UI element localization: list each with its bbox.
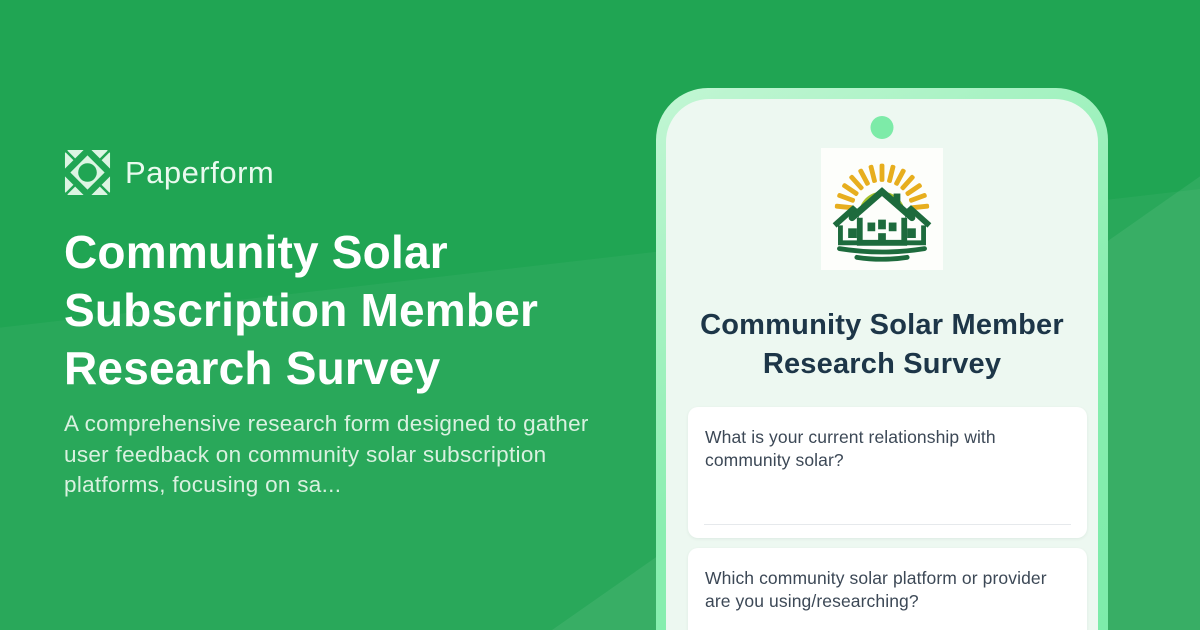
page-description: A comprehensive research form designed t…	[64, 411, 589, 497]
question-text: Which community solar platform or provid…	[705, 568, 1047, 611]
sun-over-houses-icon	[832, 163, 932, 262]
brand-name: Paperform	[125, 154, 275, 190]
brand: Paperform	[64, 149, 274, 196]
phone-screen: Community Solar Member Research Survey W…	[666, 99, 1098, 630]
paperform-logo-icon	[64, 149, 111, 196]
form-logo	[821, 148, 943, 270]
question-text: What is your current relationship with c…	[705, 427, 996, 470]
phone-camera-dot	[870, 116, 894, 139]
question-card-1[interactable]: What is your current relationship with c…	[688, 407, 1087, 538]
form-title: Community Solar Member Research Survey	[700, 309, 1064, 380]
phone-mockup: Community Solar Member Research Survey W…	[656, 88, 1108, 630]
page-title: Community Solar Subscription Member Rese…	[64, 226, 539, 394]
answer-input-line[interactable]	[704, 524, 1071, 525]
question-card-2[interactable]: Which community solar platform or provid…	[688, 548, 1087, 630]
